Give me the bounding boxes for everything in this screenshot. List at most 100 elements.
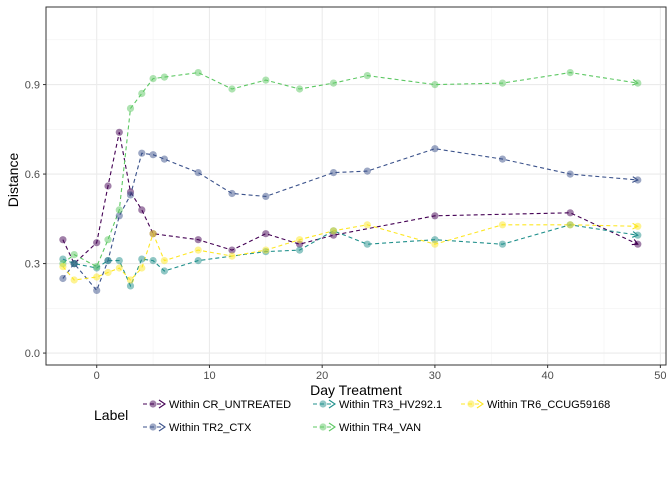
data-point bbox=[194, 257, 202, 265]
data-point bbox=[115, 212, 123, 220]
plot-background bbox=[46, 7, 666, 365]
data-point bbox=[498, 79, 507, 87]
data-point bbox=[115, 206, 123, 214]
data-point bbox=[138, 206, 146, 214]
data-point bbox=[262, 230, 270, 238]
legend-label: Within TR4_VAN bbox=[339, 422, 421, 434]
data-point bbox=[104, 268, 112, 277]
legend-key bbox=[143, 422, 166, 432]
x-tick-label: 0 bbox=[94, 370, 100, 382]
legend-key-point bbox=[149, 400, 157, 408]
data-point bbox=[194, 69, 202, 77]
data-point bbox=[228, 85, 236, 93]
data-point bbox=[566, 209, 574, 217]
data-point bbox=[363, 221, 371, 229]
data-point bbox=[634, 240, 642, 248]
x-tick-label: 50 bbox=[654, 370, 666, 382]
data-point bbox=[126, 191, 135, 199]
legend-key bbox=[461, 399, 484, 409]
data-point bbox=[296, 236, 304, 244]
data-point bbox=[126, 276, 135, 284]
legend-label: Within TR2_CTX bbox=[169, 422, 252, 434]
data-point bbox=[431, 240, 439, 248]
data-point bbox=[138, 89, 146, 98]
legend-key bbox=[313, 399, 336, 409]
data-point bbox=[363, 167, 371, 175]
y-tick-label: 0.3 bbox=[25, 259, 40, 271]
legend-label: Within TR6_CCUG59168 bbox=[487, 399, 610, 411]
data-point bbox=[431, 145, 439, 153]
legend-label: Within TR3_HV292.1 bbox=[339, 399, 442, 411]
data-point bbox=[566, 69, 574, 77]
data-point bbox=[70, 276, 78, 284]
plot-panel bbox=[46, 7, 666, 365]
data-point bbox=[634, 222, 642, 230]
legend-key-arrow bbox=[158, 422, 166, 432]
series-line bbox=[62, 148, 638, 292]
data-point bbox=[160, 73, 168, 81]
data-point bbox=[363, 72, 371, 80]
series-line bbox=[62, 132, 639, 265]
legend-key-point bbox=[319, 400, 327, 408]
data-point bbox=[70, 260, 78, 268]
data-point bbox=[296, 85, 304, 93]
data-point bbox=[228, 189, 236, 198]
data-point bbox=[70, 251, 78, 259]
data-point bbox=[149, 75, 157, 83]
data-point bbox=[93, 286, 101, 294]
data-point bbox=[115, 128, 123, 136]
data-point bbox=[329, 169, 338, 177]
data-point bbox=[104, 236, 112, 244]
y-tick-label: 0.0 bbox=[25, 348, 40, 360]
legend-title: Label bbox=[94, 407, 128, 423]
data-point bbox=[59, 236, 67, 244]
data-point bbox=[126, 282, 135, 290]
data-point bbox=[431, 212, 439, 220]
data-point bbox=[59, 263, 67, 271]
data-point bbox=[93, 263, 101, 271]
data-point bbox=[149, 257, 157, 265]
axes: 0 10 20 30 40 50 0.0 0.3 0.6 0.9 bbox=[25, 6, 667, 382]
data-point bbox=[93, 239, 101, 247]
data-point bbox=[634, 79, 642, 87]
y-axis-title: Distance bbox=[5, 153, 21, 208]
data-point bbox=[228, 252, 236, 260]
data-point bbox=[138, 255, 146, 263]
data-point bbox=[262, 246, 270, 254]
legend-key-arrow bbox=[328, 399, 336, 409]
data-point bbox=[329, 227, 338, 235]
legend-key-point bbox=[319, 423, 327, 431]
data-point bbox=[228, 246, 236, 254]
data-point bbox=[566, 221, 574, 229]
data-point bbox=[160, 257, 168, 265]
legend-label: Within CR_UNTREATED bbox=[169, 399, 291, 411]
data-point bbox=[104, 182, 112, 190]
x-tick-label: 40 bbox=[542, 370, 554, 382]
data-point bbox=[262, 192, 270, 200]
legend-key bbox=[313, 422, 336, 432]
data-point bbox=[149, 151, 157, 159]
data-point bbox=[160, 155, 168, 163]
data-point bbox=[262, 76, 270, 84]
plot-border bbox=[45, 6, 667, 366]
data-point bbox=[329, 79, 338, 87]
data-point bbox=[160, 267, 168, 275]
data-point bbox=[498, 221, 507, 229]
data-point bbox=[296, 246, 304, 254]
data-point bbox=[498, 240, 507, 248]
data-point bbox=[566, 170, 574, 178]
data-point bbox=[104, 257, 112, 265]
x-tick-label: 20 bbox=[316, 370, 328, 382]
data-point bbox=[194, 236, 202, 244]
data-point bbox=[194, 169, 202, 177]
data-point bbox=[634, 176, 642, 184]
data-point bbox=[138, 264, 146, 272]
x-tick-label: 10 bbox=[203, 370, 215, 382]
legend-key-point bbox=[149, 423, 157, 431]
data-point bbox=[126, 104, 135, 112]
legend-key bbox=[143, 399, 166, 409]
legend-key-arrow bbox=[476, 399, 484, 409]
data-point bbox=[634, 231, 642, 239]
series-points bbox=[59, 69, 642, 294]
y-tick-label: 0.6 bbox=[25, 169, 40, 181]
